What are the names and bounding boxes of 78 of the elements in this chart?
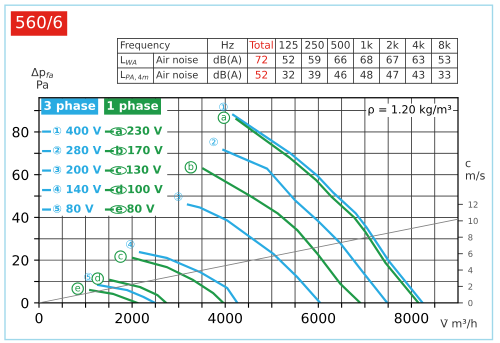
text: 47 <box>386 70 398 79</box>
text: 32 <box>282 70 294 79</box>
y2-tick-label: 10 <box>468 218 478 224</box>
y2-tick-label: 6 <box>468 250 472 257</box>
y-tick-label: 0 <box>21 298 28 308</box>
legend-label: b 170 V <box>116 146 163 154</box>
legend-label: a 230 V <box>116 126 162 135</box>
text: 1k <box>361 40 373 49</box>
text: 53 <box>438 56 450 64</box>
text: Frequency <box>120 41 170 50</box>
text: 43 <box>412 70 424 79</box>
text: 67 <box>386 56 398 64</box>
y-tick-label: 40 <box>12 212 28 223</box>
text: 72 <box>256 56 268 64</box>
legend-label: ④ 140 V <box>53 184 102 194</box>
text: 63 <box>412 56 424 64</box>
annotation: d <box>95 274 100 282</box>
y2-tick-label: 0 <box>468 300 472 306</box>
line-series <box>138 251 238 303</box>
text: 33 <box>438 70 450 79</box>
text: 46 <box>334 70 346 79</box>
annotation: 1 phase <box>108 100 158 112</box>
text: 39 <box>308 70 320 79</box>
x-tick-label: 2000 <box>115 312 149 324</box>
x-axis-title: V̇ m³/h <box>440 318 477 328</box>
line-series <box>109 278 168 303</box>
legend-label: d 100 V <box>116 184 163 194</box>
text: L$_{PA,4m}$ <box>120 70 148 80</box>
legend-label: c 130 V <box>116 165 162 174</box>
text: Total <box>249 40 273 49</box>
text: L$_{WA}$ <box>120 56 136 65</box>
text: 52 <box>282 56 294 64</box>
legend-label: ⑤ 80 V <box>53 204 94 213</box>
x-tick-label: 6000 <box>302 312 336 324</box>
text: 8k <box>438 40 451 49</box>
annotation: ρ = 1.20 kg/m³ <box>368 104 452 116</box>
annotation: 3 phase <box>44 100 96 112</box>
y2-tick-label: 12 <box>468 201 478 208</box>
text: 59 <box>308 56 320 64</box>
y-axis-title: Δp$_{fa}$ Pa <box>31 68 53 89</box>
legend-label: ② 280 V <box>53 146 102 154</box>
text: 4k <box>412 40 425 49</box>
y-tick-label: 60 <box>12 170 28 180</box>
text: Hz <box>222 41 234 49</box>
text: 2k <box>386 40 399 49</box>
text: Air noise <box>156 56 198 64</box>
y-tick-label: 80 <box>12 126 28 138</box>
annotation: b <box>188 162 194 170</box>
line-series <box>186 203 322 303</box>
annotation: c <box>118 254 123 260</box>
annotation: e <box>75 286 80 292</box>
text: Air noise <box>156 70 198 78</box>
text: dB(A) <box>214 70 242 80</box>
text: 68 <box>360 56 372 64</box>
text: 250 <box>305 40 324 49</box>
y2-tick-label: 4 <box>468 267 473 274</box>
annotation: ② <box>209 138 218 146</box>
legend-label: e 80 V <box>116 204 155 213</box>
line-series <box>132 256 224 303</box>
y2-tick-label: 8 <box>468 234 472 241</box>
legend-label: ③ 200 V <box>53 165 102 174</box>
text: 66 <box>334 56 346 64</box>
text: 125 <box>280 40 298 49</box>
annotation: a <box>222 114 226 121</box>
line-series <box>222 148 388 303</box>
y-tick-label: 20 <box>12 255 28 266</box>
x-tick-label: 0 <box>35 312 42 324</box>
text: 52 <box>256 70 268 79</box>
text: 48 <box>360 70 372 79</box>
chart-title: 560/6 <box>16 16 62 30</box>
y2-tick-label: 2 <box>468 283 472 290</box>
x-tick-label: 8000 <box>394 312 428 324</box>
y2-axis-title: c m/s <box>466 160 485 181</box>
text: 500 <box>331 40 350 49</box>
line-series <box>202 168 362 303</box>
legend-label: ① 400 V <box>53 126 102 135</box>
x-tick-label: 4000 <box>208 312 242 324</box>
text: dB(A) <box>214 56 242 65</box>
